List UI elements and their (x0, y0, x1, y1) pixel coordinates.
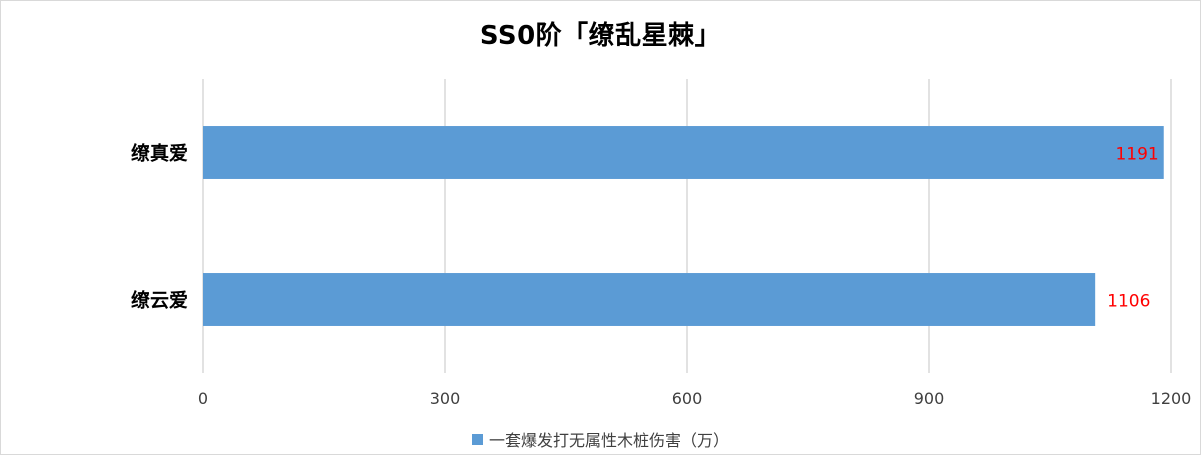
category-label: 缭云爱 (131, 289, 188, 312)
x-tick-label: 300 (430, 389, 461, 408)
x-tick-label: 1200 (1151, 389, 1192, 408)
legend: 一套爆发打无属性木桩伤害（万） (1, 427, 1200, 451)
legend-swatch (471, 433, 483, 445)
x-tick-label: 900 (914, 389, 945, 408)
legend-label: 一套爆发打无属性木桩伤害（万） (488, 431, 729, 450)
bar (203, 273, 1096, 326)
data-label: 1106 (1107, 292, 1150, 312)
x-tick-label: 0 (198, 389, 208, 408)
x-tick-label: 600 (672, 389, 703, 408)
category-label: 缭真爱 (131, 142, 188, 165)
data-label: 1191 (1115, 145, 1158, 165)
chart-title: SS0阶「缭乱星棘」 (479, 21, 722, 51)
bar (203, 126, 1164, 179)
